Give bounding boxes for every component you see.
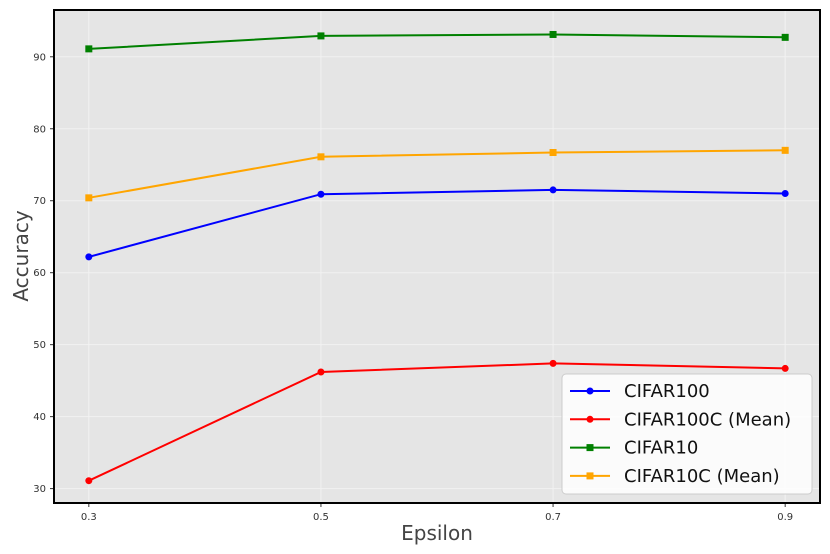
series-marker	[781, 33, 789, 41]
y-tick-label: 60	[33, 268, 46, 279]
series-marker	[781, 364, 789, 372]
series-marker	[781, 146, 789, 154]
y-tick-label: 70	[33, 196, 46, 207]
series-group	[85, 30, 789, 485]
series-marker	[317, 32, 325, 40]
x-tick-label: 0.5	[313, 512, 329, 523]
x-axis-label: Epsilon	[401, 521, 473, 545]
grid-lines	[54, 10, 820, 503]
y-tick-label: 90	[33, 52, 46, 63]
series-marker	[549, 359, 557, 367]
series-marker	[549, 149, 557, 157]
y-tick-label: 50	[33, 340, 46, 351]
legend-marker	[586, 387, 594, 395]
series-marker	[85, 477, 93, 485]
series-marker	[549, 30, 557, 38]
legend: CIFAR100 CIFAR100C (Mean) CIFAR10 CIFAR10C …	[561, 373, 813, 495]
legend-marker	[586, 415, 594, 423]
series-line	[88, 188, 786, 258]
legend-marker	[586, 472, 594, 480]
series-marker	[85, 253, 93, 261]
legend-box	[561, 373, 813, 495]
x-tick-label: 0.9	[777, 512, 793, 523]
series-marker	[317, 153, 325, 161]
series-marker	[781, 190, 789, 198]
y-tick-label: 80	[33, 124, 46, 135]
legend-label: CIFAR10C (Mean)	[624, 466, 780, 487]
series-line	[88, 149, 786, 199]
x-tick-label: 0.7	[545, 512, 561, 523]
series-marker	[85, 194, 93, 202]
series-marker	[317, 190, 325, 198]
x-tick-label: 0.3	[81, 512, 97, 523]
series-marker	[317, 368, 325, 376]
series-marker	[549, 186, 557, 194]
legend-label: CIFAR100C (Mean)	[624, 409, 791, 430]
plot-frame	[53, 9, 821, 504]
legend-label: CIFAR10	[624, 438, 698, 459]
series-marker	[85, 45, 93, 53]
legend-label: CIFAR100	[624, 381, 710, 402]
series-line	[88, 362, 786, 482]
y-axis-label: Accuracy	[9, 210, 33, 301]
y-tick-label: 30	[33, 484, 46, 495]
legend-marker	[586, 444, 594, 452]
series-line	[88, 33, 786, 50]
y-tick-label: 40	[33, 412, 46, 423]
